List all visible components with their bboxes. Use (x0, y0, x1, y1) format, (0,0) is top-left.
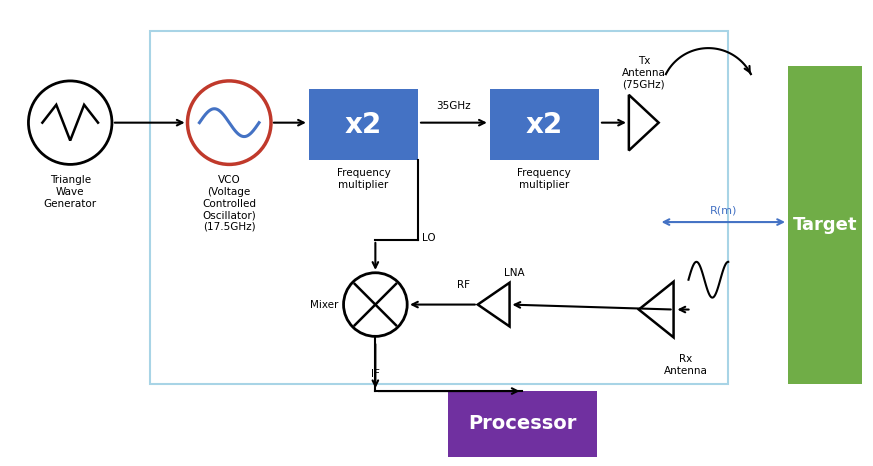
Bar (490, 89, 599, 160)
Bar (150, 31, 728, 384)
Text: LNA: LNA (505, 268, 525, 278)
Polygon shape (629, 95, 658, 151)
Text: VCO
(Voltage
Controlled
Oscillator)
(17.5GHz): VCO (Voltage Controlled Oscillator) (17.… (203, 175, 257, 232)
Text: Rx
Antenna: Rx Antenna (663, 354, 707, 376)
Text: RF: RF (457, 280, 470, 290)
Bar (448, 391, 597, 457)
Text: 35GHz: 35GHz (436, 101, 471, 111)
Text: x2: x2 (345, 110, 382, 139)
Text: Tx
Antenna
(75GHz): Tx Antenna (75GHz) (622, 56, 666, 89)
Text: Frequency
multiplier: Frequency multiplier (518, 168, 571, 190)
Polygon shape (639, 282, 674, 337)
Text: Target: Target (793, 216, 857, 234)
Circle shape (29, 81, 112, 164)
Text: R(m): R(m) (710, 205, 737, 215)
Circle shape (188, 81, 271, 164)
Text: Mixer: Mixer (310, 300, 339, 309)
Text: LO: LO (422, 233, 436, 243)
Text: Frequency
multiplier: Frequency multiplier (337, 168, 390, 190)
Polygon shape (478, 283, 510, 327)
Text: Processor: Processor (468, 414, 577, 433)
Bar (788, 66, 863, 384)
Circle shape (344, 273, 407, 336)
Text: IF: IF (371, 369, 380, 379)
Bar (309, 89, 418, 160)
Text: Triangle
Wave
Generator: Triangle Wave Generator (44, 175, 97, 209)
Text: x2: x2 (526, 110, 563, 139)
